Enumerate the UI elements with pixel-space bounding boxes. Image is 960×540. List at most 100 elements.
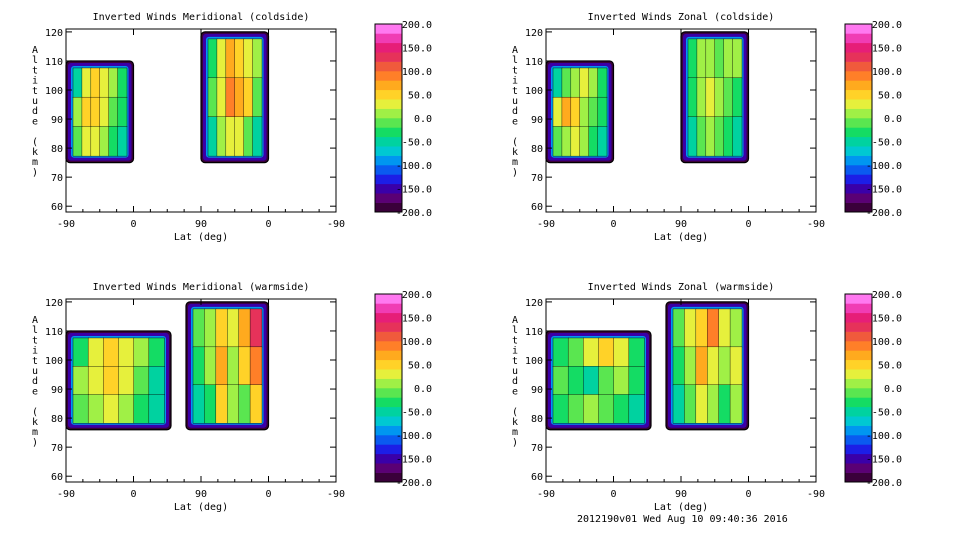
y-tick-label: 100 (525, 86, 543, 97)
contour-cell (99, 96, 110, 128)
contour-cell (687, 116, 698, 157)
colorbar-label: 100.0 (872, 67, 902, 78)
x-tick-label: -90 (327, 219, 345, 230)
contour-cell (148, 337, 165, 367)
contour-cell (133, 337, 150, 367)
contour-cell (552, 96, 563, 128)
colorbar-swatch (845, 155, 872, 166)
colorbar-swatch (845, 303, 872, 314)
colorbar: 200.0 150.0 100.0 50.0 0.0 -50.0 -100.0 -150.0 -… (374, 290, 432, 489)
contour-cell (696, 116, 707, 157)
colorbar-swatch (375, 155, 402, 166)
colorbar-swatch (375, 61, 402, 72)
colorbar-frame (374, 293, 403, 483)
colorbar-swatch (375, 388, 402, 398)
contour-cell (695, 346, 708, 386)
contour-cell (567, 337, 585, 367)
colorbar-swatch (845, 435, 872, 445)
colorbar-swatch (845, 472, 872, 483)
colorbar-label: 150.0 (402, 44, 432, 55)
contour-cell (695, 384, 708, 424)
colorbar-swatch (845, 378, 872, 389)
contour-cell (90, 126, 101, 157)
contour-cell (207, 38, 218, 79)
contour-cell (588, 126, 599, 157)
colorbar-swatch (375, 24, 402, 34)
y-tick-label: 110 (45, 327, 63, 338)
contour-cell (72, 337, 89, 367)
contour-cell (672, 346, 686, 386)
contour-cell (103, 366, 120, 396)
contour-cell (718, 308, 731, 348)
contour-cell (570, 96, 581, 128)
contour-cell (628, 394, 645, 424)
colorbar-swatch (845, 453, 872, 464)
contour-cell (567, 394, 585, 424)
contour-cell (118, 337, 135, 367)
data-segment (65, 330, 172, 431)
contour-cell (723, 77, 734, 118)
y-tick-label: 110 (525, 327, 543, 338)
colorbar-label: 200.0 (872, 20, 902, 31)
colorbar-swatch (845, 118, 872, 128)
colorbar-swatch (845, 444, 872, 455)
contour-cell (732, 77, 743, 118)
colorbar-label: -200.0 (866, 208, 902, 219)
contour-cell (598, 394, 615, 424)
data-segment (65, 60, 135, 164)
contour-cell (684, 346, 697, 386)
contour-cell (238, 308, 251, 348)
contour-cell (714, 116, 725, 157)
y-tick-label: 100 (45, 86, 63, 97)
contour-cell (583, 337, 600, 367)
contour-cell (192, 308, 206, 348)
contour-cell (192, 346, 206, 386)
contour-cell (252, 77, 263, 118)
segment-outline (200, 31, 270, 164)
colorbar-label: -50.0 (872, 138, 902, 149)
colorbar-swatch (375, 341, 402, 351)
contour-cell (238, 346, 251, 386)
contour-cell (81, 126, 92, 157)
segment-outline (680, 31, 750, 164)
contour-cell (613, 366, 630, 396)
contour-cell (707, 346, 720, 386)
contour-cell (252, 38, 263, 79)
contour-cell (714, 38, 725, 79)
colorbar-swatch (845, 369, 872, 379)
contour-cell (695, 308, 708, 348)
y-tick-label: 60 (51, 202, 63, 213)
colorbar-label: 200.0 (402, 20, 432, 31)
y-tick-label: 120 (525, 298, 543, 309)
colorbar: 200.0 150.0 100.0 50.0 0.0 -50.0 -100.0 -150.0 -… (374, 20, 432, 219)
contour-cell (216, 116, 227, 157)
x-tick-label: 90 (195, 489, 207, 500)
contour-cell (87, 366, 105, 396)
colorbar-label: 0.0 (414, 114, 432, 125)
colorbar-swatch (375, 146, 402, 156)
colorbar-swatch (375, 359, 402, 370)
colorbar-swatch (845, 397, 872, 408)
contour-cell (628, 366, 645, 396)
colorbar-label: 150.0 (402, 314, 432, 325)
colorbar-label: 100.0 (402, 337, 432, 348)
contour-cell (552, 67, 563, 98)
contour-cell (133, 394, 150, 424)
contour-cell (227, 308, 240, 348)
contour-cell (108, 96, 119, 128)
contour-cell (684, 384, 697, 424)
colorbar: 200.0 150.0 100.0 50.0 0.0 -50.0 -100.0 -150.0 -… (844, 290, 902, 489)
colorbar-swatch (845, 24, 872, 34)
contour-cell (252, 116, 263, 157)
contour-cell (249, 384, 263, 424)
contour-cell (552, 337, 569, 367)
contour-cell (552, 366, 569, 396)
panel-title: Inverted Winds Zonal (coldside) (588, 12, 775, 23)
x-tick-label: -90 (537, 219, 555, 230)
y-tick-label: 120 (45, 298, 63, 309)
contour-cell (579, 126, 590, 157)
contour-cell (225, 77, 236, 118)
colorbar-swatch (375, 416, 402, 426)
